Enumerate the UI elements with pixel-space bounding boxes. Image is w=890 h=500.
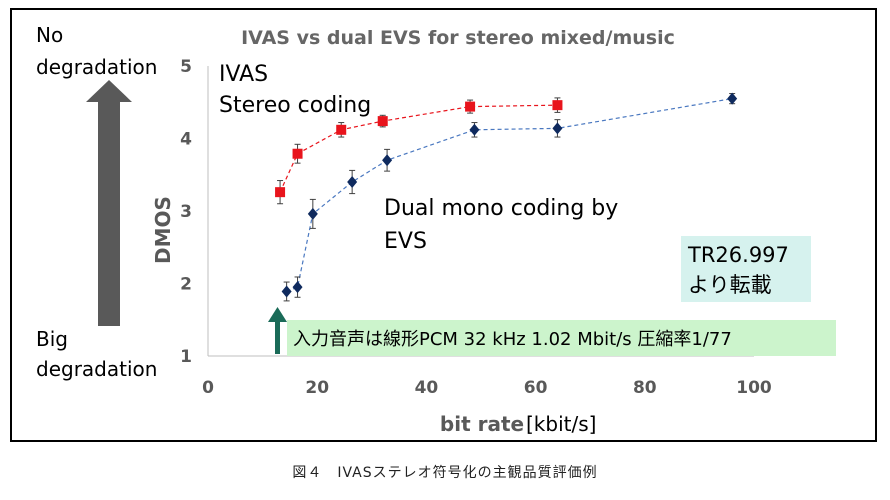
x-axis-title: bit rate <box>440 412 524 436</box>
green-arrow-head <box>268 307 287 322</box>
x-tick-label: 100 <box>736 378 772 398</box>
green-arrow-shaft <box>275 320 280 354</box>
input-note: 入力音声は線形PCM 32 kHz 1.02 Mbit/s 圧縮率1/77 <box>268 307 836 356</box>
source-note-line1: TR26.997 <box>687 243 789 267</box>
data-point <box>377 116 388 127</box>
y-tick-label: 5 <box>180 57 192 77</box>
y-tick-label: 1 <box>180 347 192 367</box>
data-point <box>336 124 347 135</box>
quality-scale-arrow <box>86 80 132 326</box>
source-note-box <box>681 236 811 302</box>
series-layer <box>275 92 738 302</box>
series-line <box>286 98 733 293</box>
evs-series-label-line2: EVS <box>384 229 427 254</box>
data-point <box>382 154 393 167</box>
input-note-box <box>287 320 836 356</box>
data-point <box>292 148 303 159</box>
x-tick-label: 60 <box>524 378 548 398</box>
x-tick-label: 40 <box>415 378 439 398</box>
data-point <box>465 101 476 112</box>
ivas-series-label-line2: Stereo coding <box>219 93 371 118</box>
source-note-line2: より転載 <box>688 273 772 297</box>
data-point <box>727 92 738 105</box>
data-point <box>307 207 318 220</box>
figure-frame <box>10 8 877 442</box>
chart-title: IVAS vs dual EVS for stereo mixed/music <box>241 27 675 49</box>
source-note: TR26.997 より転載 <box>681 236 811 302</box>
y-axis-ticks: 1 2 3 4 5 <box>180 57 192 367</box>
series-1 <box>275 97 563 205</box>
x-axis-ticks: 0 20 40 60 80 100 <box>202 378 772 398</box>
ivas-series-label-line1: IVAS <box>219 62 268 87</box>
big-degradation-label-line2: degradation <box>36 357 157 381</box>
data-point <box>552 100 563 111</box>
data-point <box>281 285 292 298</box>
y-tick-label: 2 <box>180 275 192 295</box>
input-note-text: 入力音声は線形PCM 32 kHz 1.02 Mbit/s 圧縮率1/77 <box>293 329 732 350</box>
figure-caption: 図４ IVASステレオ符号化の主観品質評価例 <box>292 465 598 481</box>
data-point <box>292 281 303 294</box>
y-axis-title: DMOS <box>151 196 175 264</box>
y-tick-label: 4 <box>180 130 192 150</box>
data-point <box>275 187 286 198</box>
no-degradation-label-line2: degradation <box>36 55 157 79</box>
y-tick-label: 3 <box>180 202 192 222</box>
series-2 <box>281 92 738 302</box>
big-degradation-label-line1: Big <box>36 327 68 351</box>
x-axis-unit: [kbit/s] <box>526 412 596 436</box>
x-tick-label: 0 <box>202 378 214 398</box>
data-point <box>552 122 563 135</box>
no-degradation-label-line1: No <box>36 23 63 47</box>
series-line <box>279 104 558 193</box>
data-point <box>347 176 358 188</box>
x-tick-label: 80 <box>633 378 657 398</box>
evs-series-label-line1: Dual mono coding by <box>384 196 618 221</box>
data-point <box>469 123 480 136</box>
x-tick-label: 20 <box>305 378 329 398</box>
